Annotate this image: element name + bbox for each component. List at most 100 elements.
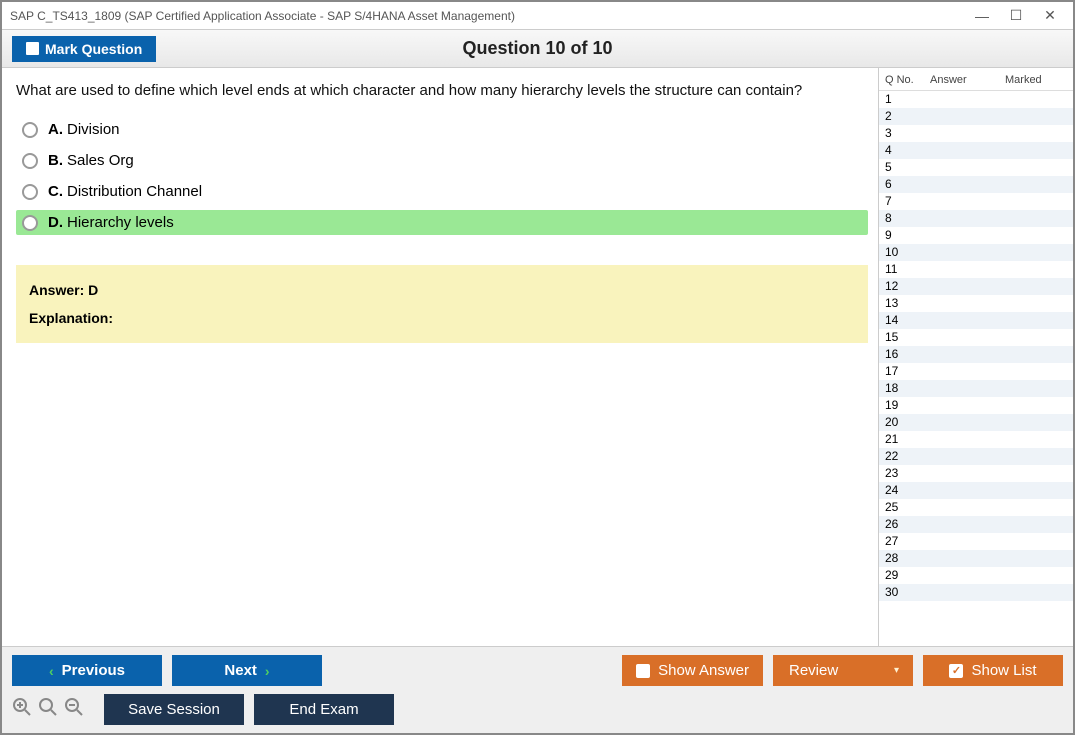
list-row[interactable]: 3 bbox=[879, 125, 1073, 142]
row-num: 4 bbox=[885, 142, 930, 159]
review-label: Review bbox=[789, 662, 838, 679]
row-num: 10 bbox=[885, 244, 930, 261]
show-list-button[interactable]: ✓ Show List bbox=[923, 655, 1063, 686]
zoom-in-icon[interactable] bbox=[12, 697, 32, 723]
row-num: 20 bbox=[885, 414, 930, 431]
row-num: 18 bbox=[885, 380, 930, 397]
window-title: SAP C_TS413_1809 (SAP Certified Applicat… bbox=[10, 9, 975, 23]
option-letter: D. bbox=[48, 214, 63, 231]
row-num: 8 bbox=[885, 210, 930, 227]
minimize-icon[interactable]: — bbox=[975, 9, 989, 23]
save-session-button[interactable]: Save Session bbox=[104, 694, 244, 725]
titlebar: SAP C_TS413_1809 (SAP Certified Applicat… bbox=[2, 2, 1073, 30]
row-num: 5 bbox=[885, 159, 930, 176]
list-row[interactable]: 2 bbox=[879, 108, 1073, 125]
next-button[interactable]: Next › bbox=[172, 655, 322, 686]
review-button[interactable]: Review ▾ bbox=[773, 655, 913, 686]
option-letter: A. bbox=[48, 121, 63, 138]
list-row[interactable]: 12 bbox=[879, 278, 1073, 295]
question-list[interactable]: 1234567891011121314151617181920212223242… bbox=[879, 91, 1073, 646]
option-c[interactable]: C.Distribution Channel bbox=[16, 179, 868, 204]
radio-icon[interactable] bbox=[22, 122, 38, 138]
option-text: Sales Org bbox=[67, 152, 134, 169]
question-counter: Question 10 of 10 bbox=[462, 38, 612, 59]
list-row[interactable]: 24 bbox=[879, 482, 1073, 499]
maximize-icon[interactable]: ☐ bbox=[1009, 9, 1023, 23]
list-row[interactable]: 17 bbox=[879, 363, 1073, 380]
show-answer-button[interactable]: Show Answer bbox=[622, 655, 763, 686]
row-num: 1 bbox=[885, 91, 930, 108]
list-row[interactable]: 16 bbox=[879, 346, 1073, 363]
list-row[interactable]: 26 bbox=[879, 516, 1073, 533]
question-list-pane: Q No. Answer Marked 12345678910111213141… bbox=[878, 68, 1073, 646]
list-row[interactable]: 13 bbox=[879, 295, 1073, 312]
previous-label: Previous bbox=[62, 662, 125, 679]
show-answer-label: Show Answer bbox=[658, 662, 749, 679]
row-num: 17 bbox=[885, 363, 930, 380]
chevron-left-icon: ‹ bbox=[49, 663, 54, 679]
bottom-bar: ‹ Previous Next › Show Answer Review ▾ ✓… bbox=[2, 646, 1073, 733]
options-list: A.Division B.Sales Org C.Distribution Ch… bbox=[16, 117, 868, 235]
option-letter: B. bbox=[48, 152, 63, 169]
header-bar: Mark Question Question 10 of 10 bbox=[2, 30, 1073, 68]
list-row[interactable]: 10 bbox=[879, 244, 1073, 261]
option-d[interactable]: D.Hierarchy levels bbox=[16, 210, 868, 235]
list-row[interactable]: 1 bbox=[879, 91, 1073, 108]
row-num: 9 bbox=[885, 227, 930, 244]
option-text: Distribution Channel bbox=[67, 183, 202, 200]
row-num: 19 bbox=[885, 397, 930, 414]
list-row[interactable]: 29 bbox=[879, 567, 1073, 584]
row-num: 15 bbox=[885, 329, 930, 346]
zoom-out-icon[interactable] bbox=[64, 697, 84, 723]
row-num: 16 bbox=[885, 346, 930, 363]
row-num: 12 bbox=[885, 278, 930, 295]
col-qno: Q No. bbox=[885, 74, 930, 86]
mark-question-button[interactable]: Mark Question bbox=[12, 36, 156, 62]
list-row[interactable]: 11 bbox=[879, 261, 1073, 278]
option-b[interactable]: B.Sales Org bbox=[16, 148, 868, 173]
row-num: 11 bbox=[885, 261, 930, 278]
radio-icon[interactable] bbox=[22, 215, 38, 231]
row-num: 21 bbox=[885, 431, 930, 448]
checkbox-checked-icon: ✓ bbox=[949, 664, 963, 678]
radio-icon[interactable] bbox=[22, 184, 38, 200]
list-row[interactable]: 7 bbox=[879, 193, 1073, 210]
list-row[interactable]: 25 bbox=[879, 499, 1073, 516]
option-text: Division bbox=[67, 121, 120, 138]
list-row[interactable]: 9 bbox=[879, 227, 1073, 244]
list-row[interactable]: 4 bbox=[879, 142, 1073, 159]
close-icon[interactable]: ✕ bbox=[1043, 9, 1057, 23]
app-window: SAP C_TS413_1809 (SAP Certified Applicat… bbox=[0, 0, 1075, 735]
list-row[interactable]: 14 bbox=[879, 312, 1073, 329]
dropdown-icon: ▾ bbox=[894, 665, 899, 676]
button-row-2: Save Session End Exam bbox=[12, 694, 1063, 725]
list-row[interactable]: 8 bbox=[879, 210, 1073, 227]
list-row[interactable]: 20 bbox=[879, 414, 1073, 431]
row-num: 29 bbox=[885, 567, 930, 584]
list-row[interactable]: 28 bbox=[879, 550, 1073, 567]
row-num: 28 bbox=[885, 550, 930, 567]
option-a[interactable]: A.Division bbox=[16, 117, 868, 142]
show-list-label: Show List bbox=[971, 662, 1036, 679]
radio-icon[interactable] bbox=[22, 153, 38, 169]
list-row[interactable]: 27 bbox=[879, 533, 1073, 550]
row-num: 6 bbox=[885, 176, 930, 193]
zoom-reset-icon[interactable] bbox=[38, 697, 58, 723]
list-row[interactable]: 6 bbox=[879, 176, 1073, 193]
list-row[interactable]: 19 bbox=[879, 397, 1073, 414]
body-area: What are used to define which level ends… bbox=[2, 68, 1073, 646]
list-row[interactable]: 18 bbox=[879, 380, 1073, 397]
row-num: 2 bbox=[885, 108, 930, 125]
col-answer: Answer bbox=[930, 74, 1005, 86]
list-row[interactable]: 30 bbox=[879, 584, 1073, 601]
row-num: 25 bbox=[885, 499, 930, 516]
list-row[interactable]: 5 bbox=[879, 159, 1073, 176]
checkbox-icon bbox=[636, 664, 650, 678]
end-exam-button[interactable]: End Exam bbox=[254, 694, 394, 725]
list-row[interactable]: 22 bbox=[879, 448, 1073, 465]
zoom-controls bbox=[12, 697, 84, 723]
previous-button[interactable]: ‹ Previous bbox=[12, 655, 162, 686]
list-row[interactable]: 15 bbox=[879, 329, 1073, 346]
list-row[interactable]: 23 bbox=[879, 465, 1073, 482]
list-row[interactable]: 21 bbox=[879, 431, 1073, 448]
